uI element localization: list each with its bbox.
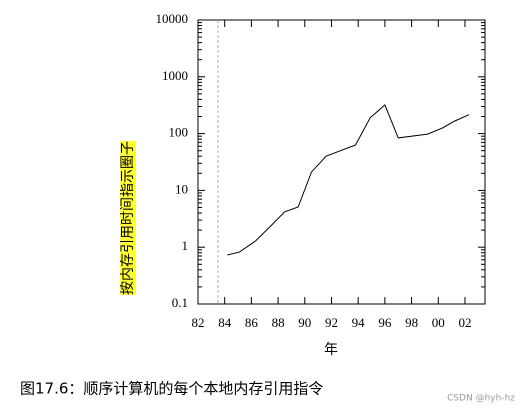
data-line	[227, 104, 470, 256]
y-axis-label: 按内存引用时间指示圈子	[120, 141, 136, 295]
y-tick-label: 100	[169, 125, 189, 140]
x-tick-label: 88	[272, 315, 285, 330]
y-tick-label: 10000	[156, 11, 189, 26]
x-tick-label: 02	[458, 315, 471, 330]
x-tick-label: 86	[245, 315, 259, 330]
watermark: CSDN @hyh-hz	[447, 394, 515, 404]
x-tick-label: 84	[218, 315, 232, 330]
x-tick-label: 82	[192, 315, 205, 330]
caption: 图17.6：顺序计算机的每个本地内存引用指令	[20, 380, 323, 398]
x-tick-label: 98	[405, 315, 418, 330]
x-axis-label: 年	[324, 342, 338, 358]
y-tick-label: 1000	[162, 68, 188, 83]
y-tick-label: 0.1	[172, 295, 188, 310]
x-tick-label: 92	[325, 315, 338, 330]
y-tick-label: 1	[182, 238, 189, 253]
x-tick-label: 96	[378, 315, 392, 330]
x-tick-label: 00	[432, 315, 445, 330]
ylabel-highlight	[120, 141, 136, 295]
x-tick-label: 94	[352, 315, 366, 330]
plot-frame	[197, 19, 486, 305]
x-tick-label: 90	[298, 315, 311, 330]
y-tick-label: 10	[175, 181, 188, 196]
